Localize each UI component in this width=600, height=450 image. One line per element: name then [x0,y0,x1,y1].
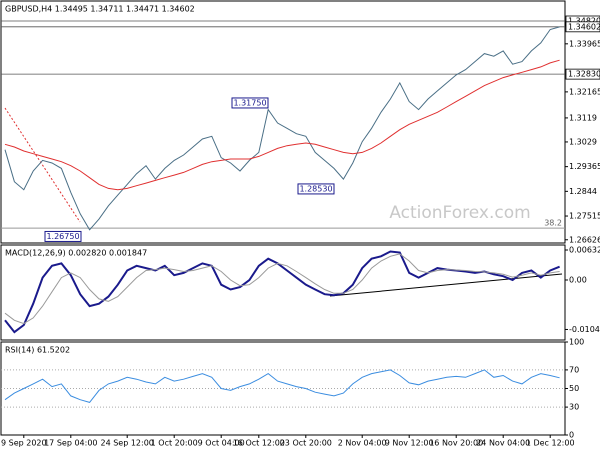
annotation-label: 1.31750 [233,98,266,107]
x-tick-label: 23 Oct 20:00 [280,439,332,448]
x-tick-label: 9 Oct 04:00 [198,439,245,448]
price-frame [0,0,566,244]
y-tick-label: -0.010438 [569,325,600,334]
series-line [4,253,560,325]
watermark: ActionForex.com [389,203,530,223]
x-tick-label: 16 Nov 20:00 [429,439,483,448]
panel-title: RSI(14) 61.5202 [5,346,70,355]
y-tick-label: 100 [569,338,584,347]
annotation-label: 1.26750 [46,232,79,241]
y-tick-label: 1.3119 [569,113,597,122]
annotation-box [44,230,82,242]
panel-title: MACD(12,26,9) 0.002820 0.001847 [5,249,147,258]
y-tick-label: 1.27515 [569,212,600,221]
annotation-box [297,183,335,195]
y-tick-label: 1.3029 [569,137,597,146]
x-tick-label: 9 Sep 2020 [1,439,47,448]
y-tick-label: 1.2844 [569,187,597,196]
x-tick-label: 9 Nov 12:00 [385,439,434,448]
level-box [565,68,600,80]
y-tick-label: 0.00 [569,275,587,284]
level-box [565,21,600,33]
fib-label: 38.2 [544,219,562,228]
y-tick-label: 1.32165 [569,87,600,96]
x-tick-label: 2 Nov 04:00 [338,439,387,448]
annotation-box [231,97,269,109]
series-line [4,59,560,191]
y-tick-label: 30 [569,403,579,412]
y-tick-label: 70 [569,365,579,374]
x-tick-label: 16 Oct 12:00 [233,439,285,448]
x-tick-label: 1 Oct 20:00 [151,439,198,448]
y-tick-label: 1.29365 [569,162,600,171]
series-line [4,26,560,231]
y-tick-label: 1.26626 [569,235,600,244]
x-tick-label: 24 Nov 04:00 [476,439,530,448]
x-tick-label: 17 Sep 04:00 [44,439,97,448]
level-label: 1.32830 [568,70,600,79]
y-tick-label: 50 [569,384,579,393]
y-tick-label: 1.33965 [569,39,600,48]
annotation-label: 1.28530 [299,184,332,193]
macd-trend-line [329,273,563,297]
series-line [4,250,560,334]
y-tick-label: 0.006326 [569,245,600,254]
level-label: 1.34602 [568,22,600,31]
macd-frame [0,244,566,341]
series-line [4,369,560,403]
trend-line [4,107,81,223]
x-tick-label: 1 Dec 12:00 [526,439,575,448]
level-label: 1.34820 [568,16,600,25]
y-tick-label: 0 [569,431,574,440]
x-tick-label: 24 Sep 12:00 [100,439,153,448]
panel-title: GBPUSD,H4 1.34495 1.34711 1.34471 1.3460… [5,5,195,14]
